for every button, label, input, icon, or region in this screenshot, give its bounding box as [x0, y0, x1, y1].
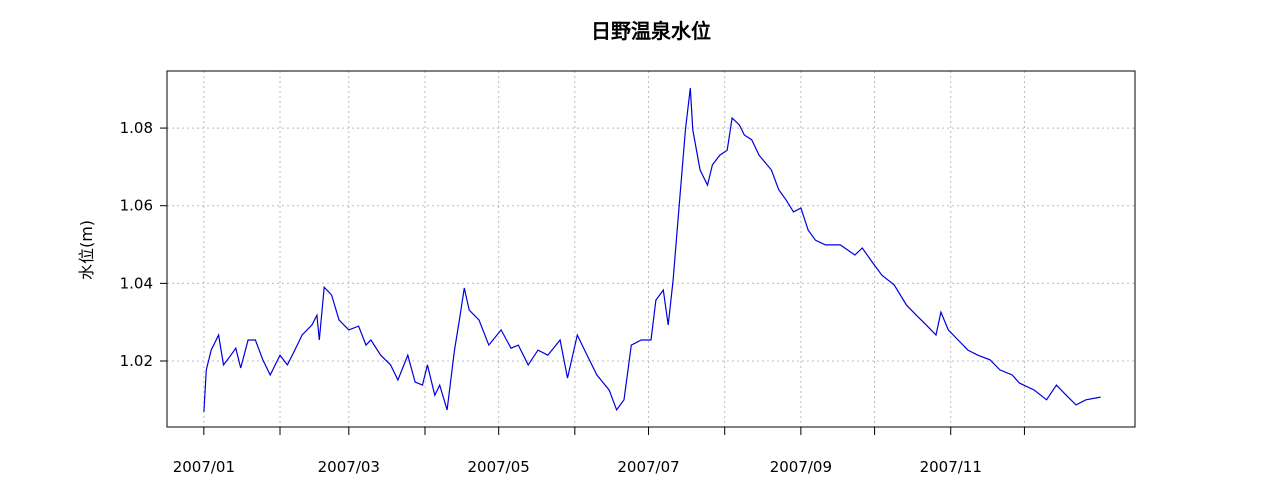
data-line: [203, 88, 1101, 412]
x-tick-label: 2007/05: [468, 458, 530, 476]
x-tick-label: 2007/01: [173, 458, 235, 476]
y-tick-label: 1.02: [120, 352, 153, 370]
x-tick-label: 2007/07: [617, 458, 679, 476]
x-tick-label: 2007/03: [318, 458, 380, 476]
plot-frame: [166, 70, 1136, 428]
y-tick-label: 1.04: [120, 274, 153, 292]
chart-title: 日野温泉水位: [591, 19, 711, 43]
x-tick-label: 2007/09: [770, 458, 832, 476]
x-tick-label: 2007/11: [920, 458, 982, 476]
y-tick-label: 1.08: [120, 119, 153, 137]
y-tick-label: 1.06: [120, 197, 153, 215]
y-axis-label: 水位(m): [77, 220, 96, 280]
